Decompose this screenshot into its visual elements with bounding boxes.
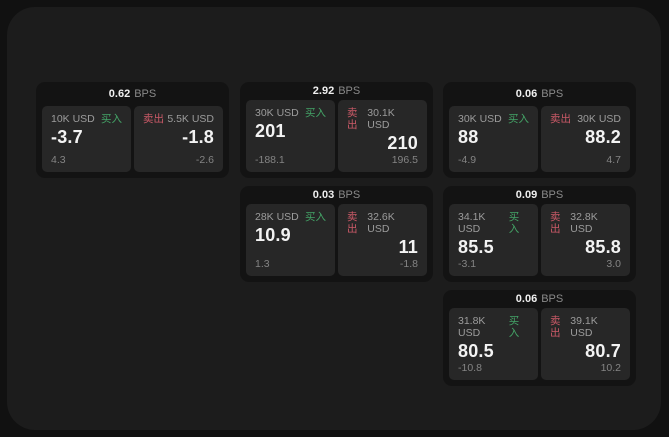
- sell-delta: -2.6: [195, 154, 214, 166]
- buy-quote-tile[interactable]: 31.8K USD 买入 80.5 -10.8: [449, 308, 538, 380]
- sell-price: 11: [398, 237, 418, 257]
- sell-delta: 4.7: [606, 154, 621, 166]
- bps-unit-label: BPS: [541, 293, 564, 305]
- buy-delta: -3.1: [458, 258, 477, 270]
- sell-label: 卖出: [550, 211, 561, 235]
- buy-quote-tile[interactable]: 28K USD 买入 10.9 1.3: [246, 204, 335, 276]
- quote-card: 0.62 BPS 10K USD 买入 -3.7 4.3 卖出 5.5K USD…: [36, 82, 229, 178]
- buy-label: 买入: [101, 113, 122, 125]
- bps-unit-label: BPS: [338, 189, 361, 201]
- buy-quote-tile[interactable]: 34.1K USD 买入 85.5 -3.1: [449, 204, 538, 276]
- bps-value: 0.06: [515, 88, 538, 100]
- sell-price: 85.8: [585, 237, 621, 257]
- buy-price: 85.5: [458, 237, 494, 257]
- sell-size: 32.6K USD: [367, 211, 395, 235]
- sell-price: 210: [387, 133, 418, 153]
- buy-price: 88: [458, 127, 479, 147]
- bps-header: 0.09 BPS: [443, 186, 636, 204]
- bps-value: 0.62: [108, 88, 131, 100]
- bps-value: 0.03: [312, 189, 335, 201]
- bps-unit-label: BPS: [134, 88, 157, 100]
- buy-quote-tile[interactable]: 30K USD 买入 201 -188.1: [246, 100, 335, 172]
- buy-size: 28K USD: [255, 211, 299, 223]
- sell-quote-tile[interactable]: 卖出 30K USD 88.2 4.7: [541, 106, 630, 172]
- buy-delta: -4.9: [458, 154, 477, 166]
- quote-card: 0.03 BPS 28K USD 买入 10.9 1.3 卖出 32.6K US…: [240, 186, 433, 282]
- bps-header: 0.62 BPS: [36, 82, 229, 106]
- bps-unit-label: BPS: [541, 88, 564, 100]
- quote-card: 0.09 BPS 34.1K USD 买入 85.5 -3.1 卖出 32.8K…: [443, 186, 636, 282]
- buy-label: 买入: [508, 315, 520, 339]
- sell-label: 卖出: [550, 315, 561, 339]
- bps-value: 2.92: [312, 85, 335, 97]
- sell-label: 卖出: [550, 113, 571, 125]
- bps-value: 0.09: [515, 189, 538, 201]
- sell-price: 88.2: [585, 127, 621, 147]
- bps-header: 0.06 BPS: [443, 290, 636, 308]
- bps-unit-label: BPS: [541, 189, 564, 201]
- sell-size: 32.8K USD: [570, 211, 598, 235]
- buy-delta: 1.3: [255, 258, 270, 270]
- sell-quote-tile[interactable]: 卖出 32.6K USD 11 -1.8: [338, 204, 427, 276]
- sell-delta: 196.5: [391, 154, 418, 166]
- bps-header: 0.03 BPS: [240, 186, 433, 204]
- sell-label: 卖出: [347, 211, 358, 235]
- sell-size: 39.1K USD: [570, 315, 598, 339]
- buy-price: 10.9: [255, 225, 291, 245]
- buy-size: 30K USD: [458, 113, 502, 125]
- buy-size: 31.8K USD: [458, 315, 486, 339]
- main-panel: 0.62 BPS 10K USD 买入 -3.7 4.3 卖出 5.5K USD…: [7, 7, 661, 430]
- quote-card: 2.92 BPS 30K USD 买入 201 -188.1 卖出 30.1K …: [240, 82, 433, 178]
- sell-size: 30.1K USD: [367, 107, 395, 131]
- buy-label: 买入: [305, 107, 326, 119]
- sell-delta: -1.8: [399, 258, 418, 270]
- buy-label: 买入: [508, 113, 529, 125]
- buy-delta: -10.8: [458, 362, 482, 374]
- quote-card: 0.06 BPS 30K USD 买入 88 -4.9 卖出 30K USD 8…: [443, 82, 636, 178]
- buy-delta: -188.1: [255, 154, 285, 166]
- buy-size: 30K USD: [255, 107, 299, 119]
- buy-quote-tile[interactable]: 30K USD 买入 88 -4.9: [449, 106, 538, 172]
- buy-price: -3.7: [51, 127, 83, 147]
- sell-label: 卖出: [143, 113, 164, 125]
- bps-header: 2.92 BPS: [240, 82, 433, 100]
- sell-quote-tile[interactable]: 卖出 32.8K USD 85.8 3.0: [541, 204, 630, 276]
- sell-delta: 10.2: [600, 362, 621, 374]
- sell-size: 5.5K USD: [167, 113, 214, 125]
- buy-price: 201: [255, 121, 286, 141]
- sell-quote-tile[interactable]: 卖出 30.1K USD 210 196.5: [338, 100, 427, 172]
- sell-size: 30K USD: [577, 113, 621, 125]
- sell-quote-tile[interactable]: 卖出 5.5K USD -1.8 -2.6: [134, 106, 223, 172]
- buy-label: 买入: [305, 211, 326, 223]
- buy-quote-tile[interactable]: 10K USD 买入 -3.7 4.3: [42, 106, 131, 172]
- sell-label: 卖出: [347, 107, 358, 131]
- quote-card: 0.06 BPS 31.8K USD 买入 80.5 -10.8 卖出 39.1…: [443, 290, 636, 386]
- bps-header: 0.06 BPS: [443, 82, 636, 106]
- sell-price: 80.7: [585, 341, 621, 361]
- buy-delta: 4.3: [51, 154, 66, 166]
- sell-price: -1.8: [182, 127, 214, 147]
- buy-size: 10K USD: [51, 113, 95, 125]
- bps-value: 0.06: [515, 293, 538, 305]
- buy-size: 34.1K USD: [458, 211, 486, 235]
- bps-unit-label: BPS: [338, 85, 361, 97]
- buy-price: 80.5: [458, 341, 494, 361]
- buy-label: 买入: [508, 211, 520, 235]
- sell-delta: 3.0: [606, 258, 621, 270]
- sell-quote-tile[interactable]: 卖出 39.1K USD 80.7 10.2: [541, 308, 630, 380]
